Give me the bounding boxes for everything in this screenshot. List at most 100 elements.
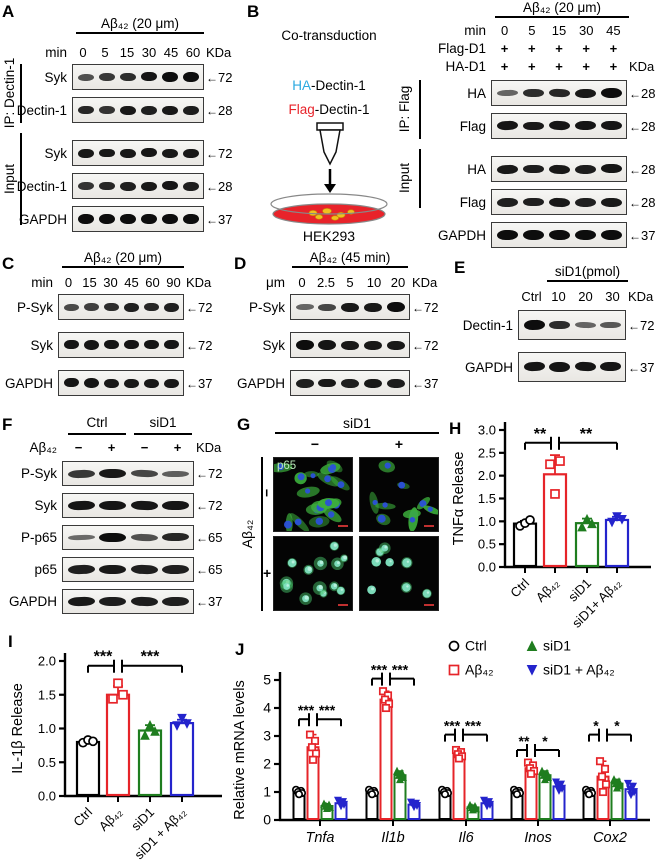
lane-label: 30 — [578, 23, 594, 38]
plus-signs: + + + + + — [491, 59, 627, 74]
blot-row: Dectin-1 ←28 — [0, 97, 234, 123]
blot-band — [548, 164, 570, 174]
svg-text:***: *** — [141, 649, 160, 666]
svg-text:4: 4 — [263, 700, 271, 716]
arrow-left-icon: ← — [629, 195, 641, 210]
blot-band — [295, 339, 314, 351]
blot-band — [600, 164, 622, 174]
lane-label: 2.5 — [316, 275, 336, 290]
blot-rows: Syk ←72 Dectin-1 ←28 Syk ←72 Dectin-1 ←2… — [0, 64, 234, 239]
lane-label: 0 — [298, 275, 306, 290]
kda-value: 28 — [641, 85, 656, 101]
scale-bar — [338, 525, 348, 527]
flag-tag: Flag — [288, 102, 315, 117]
scale-bar — [338, 604, 348, 606]
lane-label: 15 — [82, 275, 97, 290]
svg-text:***: *** — [465, 718, 482, 734]
blot-band — [130, 564, 158, 575]
blot-row: GAPDH ←37 — [0, 206, 234, 232]
blot-band — [522, 164, 544, 174]
scale-bar — [424, 525, 434, 527]
condition-ctrl: Ctrl — [86, 415, 108, 430]
underline — [68, 433, 126, 435]
kda-value: 28 — [218, 102, 233, 118]
lane-label: 30 — [103, 275, 118, 290]
svg-text:**: ** — [534, 426, 547, 443]
panel-b: B Co-transduction HA-Dectin-1 Flag-Decti… — [237, 0, 659, 248]
construct-label: HA-D1 — [445, 59, 486, 74]
blot-row-label: Syk — [44, 145, 67, 161]
blot-row: P-Syk ←72 — [0, 294, 224, 320]
lane-label: 30 — [605, 289, 620, 304]
panel-d: D Aβ₄₂ (45 min) μm 0 2.5 5 10 20 KDa P-S… — [230, 248, 442, 414]
lane-header: μm 0 2.5 5 10 20 KDa — [230, 274, 442, 291]
kda-marker: ←72 — [204, 70, 234, 85]
kda-header: KDa — [628, 289, 654, 304]
blot-band — [574, 362, 596, 372]
blot-row-label: Syk — [34, 498, 57, 513]
kda-value: 28 — [641, 161, 656, 177]
arrow-left-icon: ← — [412, 376, 424, 391]
blot-band — [574, 321, 596, 329]
blot-row-label: GAPDH — [437, 227, 486, 243]
plus-sign: + — [582, 41, 590, 56]
blot-band — [77, 181, 94, 191]
blot-band — [99, 597, 126, 606]
blot-image — [491, 189, 627, 215]
flag-d1-row: Flag-D1 + + + + + — [395, 40, 659, 57]
blot-row-label: GAPDH — [236, 375, 285, 391]
kda-marker: ←37 — [410, 376, 442, 391]
panel-h-label: H — [449, 419, 462, 438]
kda-value: 37 — [198, 375, 213, 391]
blot-band — [130, 596, 158, 607]
svg-text:*: * — [542, 733, 548, 749]
blot-image — [290, 370, 410, 396]
plus-sign: + — [609, 59, 618, 74]
blot-band — [574, 88, 596, 98]
svg-text:***: *** — [319, 702, 336, 718]
scale-bar — [424, 604, 434, 606]
blot-band — [599, 321, 621, 329]
blot-row-label: Dectin-1 — [16, 178, 67, 194]
svg-text:1.0: 1.0 — [38, 721, 56, 736]
arrow-left-icon: ← — [629, 162, 641, 177]
kda-header: KDa — [196, 440, 222, 455]
svg-text:***: *** — [444, 718, 461, 734]
lane-label: 5 — [528, 23, 536, 38]
blot-band — [130, 469, 158, 478]
blot-band — [496, 229, 518, 241]
panel-b-label: B — [247, 2, 260, 21]
plus-sign: + — [609, 41, 618, 56]
panel-d-label: D — [234, 254, 247, 273]
lane-label: Ctrl — [521, 289, 542, 304]
kda-value: 37 — [424, 375, 439, 391]
blot-band — [496, 197, 518, 207]
blot-band — [523, 362, 545, 372]
blot-band — [522, 88, 544, 98]
kda-value: 72 — [198, 337, 213, 353]
svg-text:2.5: 2.5 — [478, 445, 496, 460]
blot-band — [63, 378, 79, 388]
sign-labels: − + − + — [62, 440, 194, 455]
blot-band — [522, 230, 544, 240]
blot-row-label: Syk — [262, 337, 285, 353]
blot-band — [140, 105, 157, 115]
kda-marker: ←72 — [184, 300, 224, 315]
panel-g: G siD1 − + Aβ₄₂ − + p65 — [235, 415, 443, 628]
kda-marker: ←72 — [410, 338, 442, 353]
svg-text:IL-1β Release: IL-1β Release — [10, 683, 26, 774]
group-label-input: Input — [397, 162, 412, 194]
blot-band — [574, 197, 596, 207]
blot-row-label: P-Syk — [20, 466, 57, 481]
blot-band — [77, 73, 94, 81]
svg-text:Tnfa: Tnfa — [305, 830, 334, 846]
blot-band — [161, 564, 189, 575]
blot-image — [72, 64, 204, 90]
kda-marker: ←72 — [204, 146, 234, 161]
kda-marker: ←28 — [627, 119, 659, 134]
minus-column-sign: − — [310, 436, 320, 452]
svg-text:1.5: 1.5 — [38, 687, 56, 702]
svg-text:Ctrl: Ctrl — [465, 638, 487, 654]
ha-d1-row: HA-D1 + + + + + KDa — [395, 58, 659, 75]
panel-h: H 0.0 0.5 1.0 1.5 2.0 2.5 3.0 TNFα Release Ctrl A… — [443, 415, 659, 632]
